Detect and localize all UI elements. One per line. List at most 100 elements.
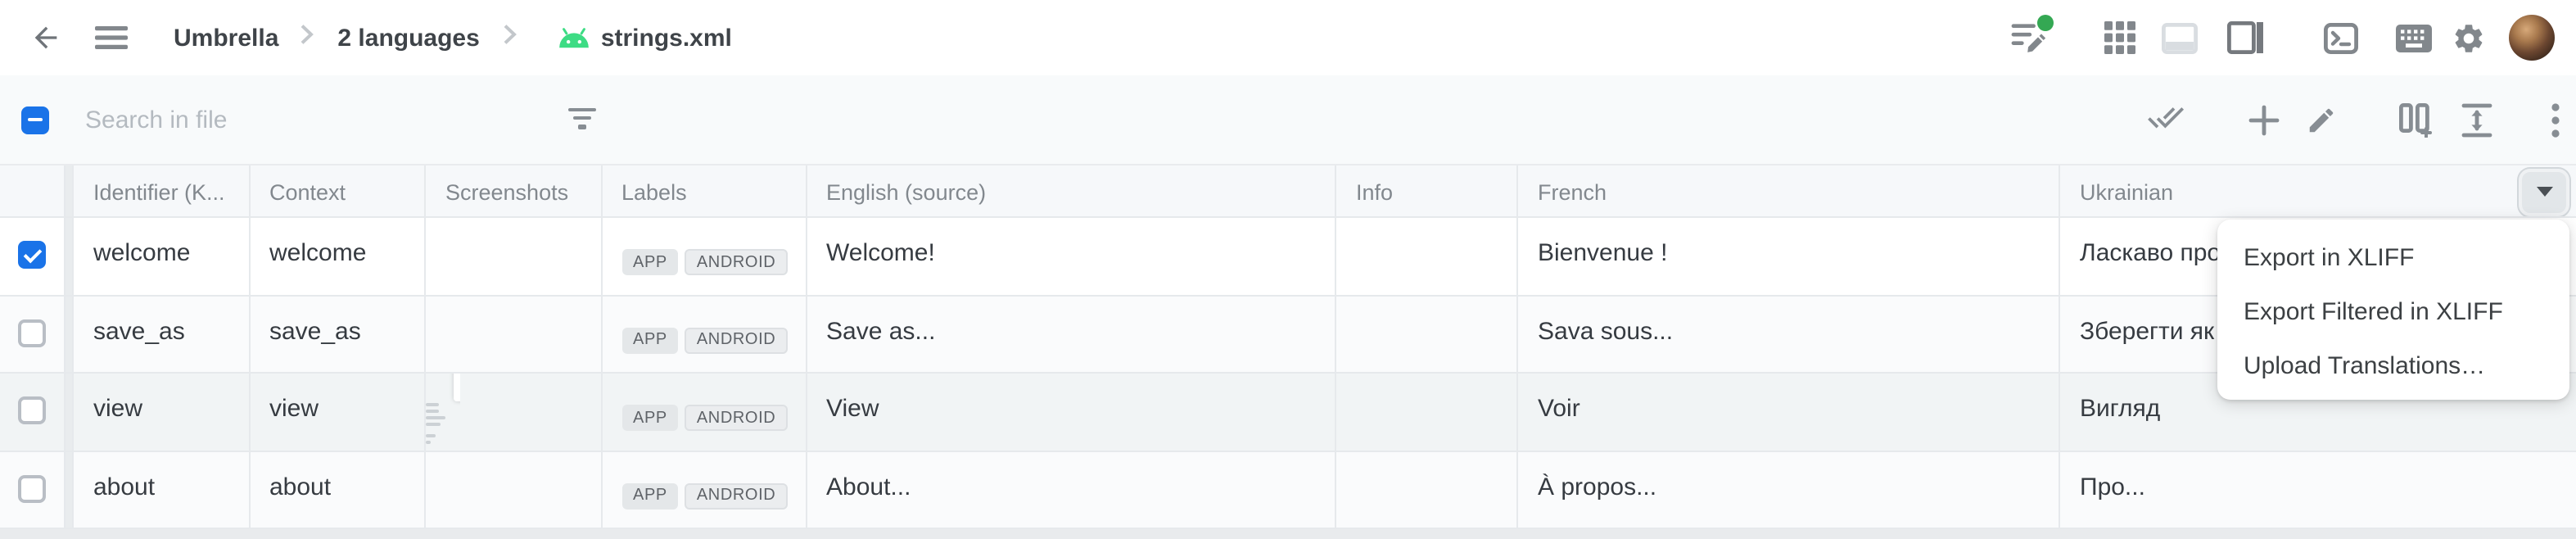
row-height-button[interactable] [2461, 102, 2492, 137]
context-cell[interactable]: about [250, 451, 426, 528]
menu-button[interactable] [95, 25, 128, 51]
toolbar-actions [2147, 102, 2560, 137]
context-cell[interactable]: view [250, 374, 426, 450]
ukrainian-cell[interactable]: Зберегти як [2080, 317, 2215, 345]
more-options-button[interactable] [2551, 102, 2560, 137]
screenshot-thumbnail[interactable] [426, 374, 600, 444]
table-header-row: Identifier (K... Context Screenshots Lab… [0, 164, 2576, 218]
row-checkbox-cell [0, 374, 66, 450]
french-cell[interactable]: Voir [1518, 374, 2060, 450]
column-header-screenshots: Screenshots [426, 165, 602, 216]
ukrainian-cell[interactable]: Вигляд [2080, 395, 2161, 423]
caret-down-icon [2536, 187, 2552, 197]
identifier-cell[interactable]: save_as [74, 296, 250, 372]
label-pill[interactable]: APP [621, 327, 679, 353]
pencil-icon [2306, 104, 2337, 135]
tasks-button[interactable] [2011, 15, 2054, 54]
identifier-cell[interactable]: about [74, 451, 250, 528]
plus-icon [2248, 104, 2280, 135]
info-cell [1336, 218, 1518, 294]
label-pill[interactable]: ANDROID [685, 482, 788, 509]
add-key-button[interactable] [2248, 104, 2280, 135]
gear-icon [2452, 20, 2486, 55]
keyboard-icon [2396, 24, 2432, 52]
keyboard-shortcuts-button[interactable] [2396, 24, 2432, 52]
english-cell[interactable]: Save as... [807, 296, 1336, 372]
breadcrumb-languages[interactable]: 2 languages [337, 24, 480, 52]
dock-bottom-icon [2162, 22, 2198, 53]
context-cell[interactable]: welcome [250, 218, 426, 294]
labels-cell: APP ANDROID [602, 451, 807, 528]
label-pill[interactable]: ANDROID [685, 405, 788, 431]
settings-button[interactable] [2452, 20, 2486, 55]
breadcrumb: Umbrella 2 languages strings.xml [174, 23, 732, 52]
export-dropdown-menu: Export in XLIFF Export Filtered in XLIFF… [2217, 219, 2569, 399]
label-pill[interactable]: ANDROID [685, 249, 788, 275]
column-header-ukrainian: Ukrainian [2060, 165, 2576, 216]
row-checkbox-cell [0, 218, 66, 294]
column-header-labels: Labels [602, 165, 807, 216]
screenshots-cell [426, 296, 602, 372]
identifier-cell[interactable]: view [74, 374, 250, 450]
row-checkbox-cell [0, 296, 66, 372]
french-cell[interactable]: À propos... [1518, 451, 2060, 528]
french-cell[interactable]: Bienvenue ! [1518, 218, 2060, 294]
filter-icon[interactable] [567, 108, 596, 131]
drag-handle-column [66, 374, 74, 450]
table-row: save_as save_as APP ANDROID Save as... S… [0, 296, 2576, 374]
label-pill[interactable]: ANDROID [685, 327, 788, 353]
dock-right-icon [2227, 21, 2263, 54]
context-cell[interactable]: save_as [250, 296, 426, 372]
row-checkbox[interactable] [18, 241, 46, 269]
row-checkbox[interactable] [18, 396, 46, 424]
top-bar-actions [2011, 15, 2555, 61]
dock-bottom-button[interactable] [2162, 22, 2198, 53]
menu-item-export-xliff[interactable]: Export in XLIFF [2244, 243, 2415, 271]
done-all-icon [2147, 106, 2185, 134]
dock-right-button[interactable] [2227, 21, 2263, 54]
grid-view-button[interactable] [2104, 21, 2135, 54]
menu-item-upload-translations[interactable]: Upload Translations… [2244, 351, 2486, 379]
breadcrumb-project[interactable]: Umbrella [174, 24, 279, 52]
info-cell [1336, 374, 1518, 450]
table-row: about about APP ANDROID About... À propo… [0, 451, 2576, 529]
labels-cell: APP ANDROID [602, 374, 807, 450]
verify-all-button[interactable] [2147, 106, 2185, 134]
english-cell[interactable]: Welcome! [807, 218, 1336, 294]
language-menu-button[interactable] [2519, 168, 2569, 215]
terminal-icon [2324, 22, 2358, 53]
label-pill[interactable]: APP [621, 249, 679, 275]
ukrainian-cell[interactable]: Про... [2080, 473, 2145, 500]
french-cell[interactable]: Sava sous... [1518, 296, 2060, 372]
english-cell[interactable]: About... [807, 451, 1336, 528]
kebab-menu-icon [2551, 102, 2560, 137]
row-checkbox[interactable] [18, 474, 46, 502]
select-all-checkbox[interactable] [21, 106, 49, 134]
translations-table: Identifier (K... Context Screenshots Lab… [0, 164, 2576, 529]
label-pill[interactable]: APP [621, 482, 679, 509]
column-header-info: Info [1336, 165, 1518, 216]
column-header-context: Context [250, 165, 426, 216]
row-checkbox[interactable] [18, 319, 46, 346]
search-input[interactable] [82, 104, 540, 135]
english-cell[interactable]: View [807, 374, 1336, 450]
identifier-cell[interactable]: welcome [74, 218, 250, 294]
edit-button[interactable] [2306, 104, 2337, 135]
screenshots-cell [426, 374, 602, 450]
breadcrumb-file[interactable]: strings.xml [600, 24, 732, 52]
labels-cell: APP ANDROID [602, 218, 807, 294]
terminal-button[interactable] [2324, 22, 2358, 53]
back-button[interactable] [29, 21, 62, 54]
column-header-english: English (source) [807, 165, 1336, 216]
ukrainian-cell[interactable]: Ласкаво про [2080, 239, 2221, 267]
top-bar: Umbrella 2 languages strings.xml [0, 0, 2576, 75]
menu-item-export-filtered-xliff[interactable]: Export Filtered in XLIFF [2244, 297, 2503, 325]
user-avatar[interactable] [2509, 15, 2555, 61]
chevron-right-icon [503, 23, 517, 52]
drag-handle-column [66, 296, 74, 372]
label-pill[interactable]: APP [621, 405, 679, 431]
labels-cell: APP ANDROID [602, 296, 807, 372]
add-column-button[interactable] [2399, 102, 2432, 137]
info-cell [1336, 451, 1518, 528]
grid-icon [2104, 21, 2135, 54]
